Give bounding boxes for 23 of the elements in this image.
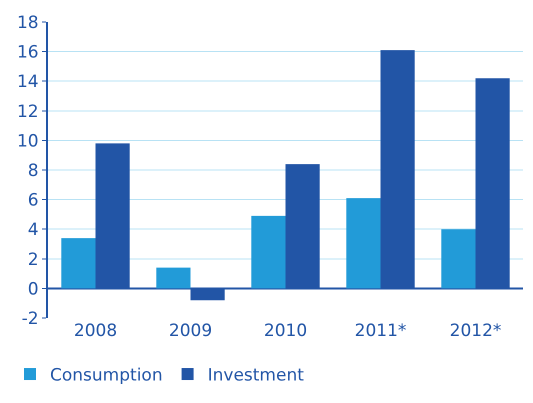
legend-label: Consumption: [50, 366, 163, 386]
x-tick-label: 2009: [168, 321, 212, 341]
y-tick-label: -2: [22, 308, 39, 329]
bar: [441, 229, 476, 288]
bar: [61, 238, 96, 288]
bar: [156, 268, 190, 288]
bar: [251, 216, 286, 288]
x-tick-label: 2008: [74, 321, 118, 341]
y-tick-label: 10: [16, 131, 39, 152]
y-tick-label: 2: [28, 250, 39, 270]
x-tick-label: 2011*: [354, 321, 406, 341]
y-tick-label: 12: [16, 102, 39, 122]
y-tick-label: 0: [28, 279, 39, 300]
y-tick-label: 14: [16, 72, 39, 92]
x-tick-label: 2012*: [450, 321, 502, 341]
y-tick-label: 18: [16, 12, 39, 33]
legend-label: Investment: [208, 366, 304, 386]
y-tick-label: 8: [28, 160, 39, 181]
y-tick-label: 6: [28, 190, 39, 211]
y-tick-label: 16: [16, 42, 39, 63]
y-tick-label: 4: [28, 220, 39, 240]
x-tick-label: 2010: [264, 321, 308, 341]
bar: [346, 198, 380, 288]
